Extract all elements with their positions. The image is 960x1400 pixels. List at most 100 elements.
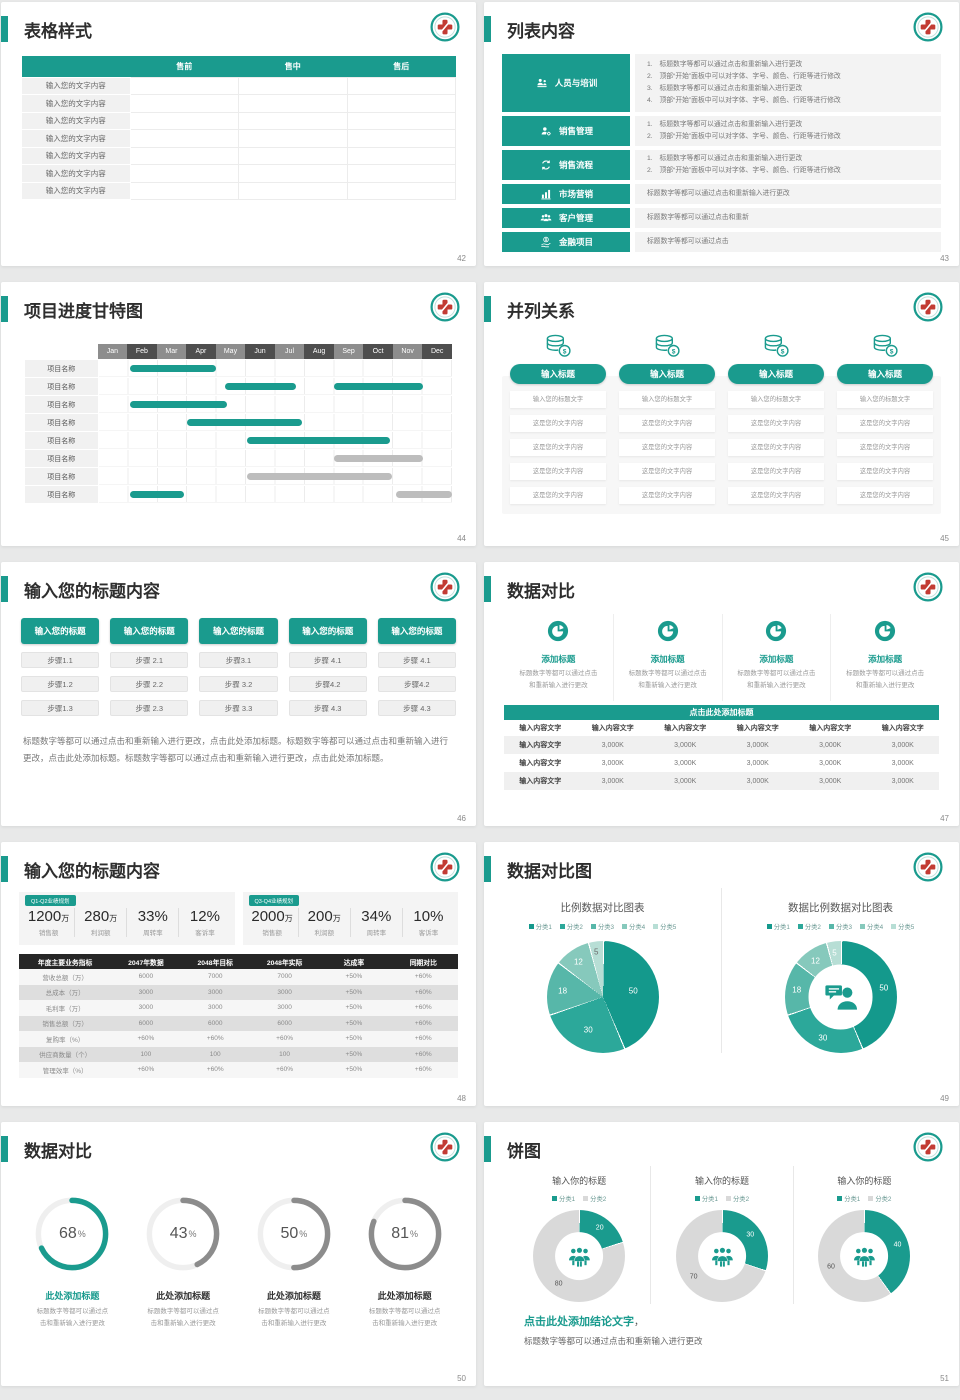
pie-chart-block: 比例数据对比图表 分类1 分类2 分类3 分类4 分类5 50 30 18 12 5 [484,888,721,1053]
gantt-row: 项目名称 [25,414,452,431]
legend-item: 分类1 [837,1194,860,1203]
table-cell: 总成本（万） [45,990,85,998]
gauge-description: 标题数字等都可以通过点击和重新输入进行更改 [368,1308,441,1328]
feature-description: 标题数字等都可以通过点击和重新输入进行更改 [846,670,925,689]
stat-panel: Q3-Q4业绩规划 2000万 销售额 200万 利润额 34% 周转率 10% 客诉率 [242,892,458,945]
legend-item: 分类2 [559,922,583,931]
gantt-bar [225,383,296,390]
empty-cell [129,111,239,130]
feature-block: 添加标题 标题数字等都可以通过点击和重新输入进行更改 [830,614,939,702]
list-item-text: 1. 标题数字等都可以通过点击和重新输入进行更改 2. 顶部“开始”面板中可以对字… [635,116,941,146]
slide-48-kpi-table[interactable]: 输入您的标题内容 Q1-Q2业绩规划 1200万 销售额 280万 利润额 33% 周转率 1… [1,842,476,1106]
table-cell: 3,000K [746,741,769,749]
chart-title: 输入你的标题 [552,1176,607,1186]
people-trio-icon [850,1242,879,1271]
gantt-month-cell: Mar [156,344,187,359]
column-header: 输入内容文字 [519,725,562,733]
table-row: 营收总额（万） 6000 7000 7000 +50% +60% [19,969,458,985]
chart-legend: 分类1 分类2 [651,1194,792,1203]
gantt-bar [334,383,423,390]
legend-label: 分类5 [660,924,677,931]
feature-description: 标题数字等都可以通过点击和重新输入进行更改 [628,670,707,689]
table-cell: +60% [414,1035,432,1043]
legend-label: 分类1 [773,924,790,931]
slide-51-pie[interactable]: 饼图 输入你的标题 分类1 分类2 20 80 输入你的标题 分类1 分类2 30 70 输入你的标… [484,1122,959,1386]
step-column: 输入您的标题 步骤 2.1 步骤 2.2 步骤 2.3 [110,618,189,716]
step-columns: 输入您的标题 步骤1.1 步骤1.2 步骤1.3 输入您的标题 步骤 2.1 步骤 2.2 步… [21,618,456,716]
legend-item: 分类5 [653,922,676,931]
panel-tag: Q1-Q2业绩规划 [25,895,76,906]
list-item-label: 客户管理 [558,213,593,223]
step-column-header: 输入您的标题 [110,618,189,644]
stat-value: 280万 [84,908,118,925]
people-training-icon [535,76,549,90]
stat-row: 2000万 销售额 200万 利润额 34% 周转率 10% 客诉率 [247,908,455,937]
step-column: 输入您的标题 步骤1.1 步骤1.2 步骤1.3 [21,618,100,716]
slide-header: 项目进度甘特图 [1,294,476,324]
gantt-bar [129,401,227,408]
stat-label: 周转率 [366,930,387,937]
table-cell: 3,000K [819,759,842,767]
table-cell: 销售总额（万） [42,1021,88,1029]
slide-49-pie-compare[interactable]: 数据对比图 比例数据对比图表 分类1 分类2 分类3 分类4 分类5 50 30 18 12 5… [484,842,959,1106]
slide-46-steps[interactable]: 输入您的标题内容 输入您的标题 步骤1.1 步骤1.2 步骤1.3 输入您的标题 步骤 2… [1,562,476,826]
chart-title: 数据比例数据对比图表 [788,902,893,914]
gauge-block: 81% 此处添加标题 标题数字等都可以通过点击和重新输入进行更改 [357,1192,452,1330]
gantt-month-cell: Jul [274,344,305,359]
slide-50-gauges[interactable]: 数据对比 68% 此处添加标题 标题数字等都可以通过点击和重新输入进行更改 43% 此处… [1,1122,476,1386]
list-item-label: 销售管理 [558,126,593,136]
column-item: 这是您的文字内容 [510,415,606,432]
column-header: 2048年目标 [180,954,250,969]
list-item-line: 1. 标题数字等都可以通过点击和重新输入进行更改 [647,61,803,69]
gantt-month-cell: Jun [245,344,275,359]
slice-value-label: 12 [811,956,820,965]
page-title: 项目进度甘特图 [24,301,143,321]
svg-text:$: $ [545,237,548,242]
list-item-key: 客户管理 [502,208,630,228]
parallel-column: $ 输入标题 输入您的标题文字 这是您的文字内容 这是您的文字内容 这是您的文字内容 这是您… [619,332,715,504]
empty-cell [238,111,348,130]
slice-value-label: 5 [832,948,837,958]
table-cell: 100 [209,1050,221,1058]
page-number: 47 [940,814,949,823]
gantt-row: 项目名称 [25,396,452,413]
people-trio-icon [708,1242,737,1271]
gauge-value: 81% [391,1225,419,1242]
table-header-row: 年度主要业务指标 2047年数据 2048年目标 2048年实际 达成率 同期对比 [19,954,458,969]
legend-swatch [528,924,534,929]
table-cell: 3,000K [891,777,914,785]
column-item: 这是您的文字内容 [837,487,933,504]
slice-value-label: 50 [879,983,889,993]
column-item: 这是您的文字内容 [837,439,933,456]
gantt-track [98,360,452,377]
gantt-row: 项目名称 [25,360,452,377]
gantt-row-label: 项目名称 [25,378,98,395]
gantt-month-cell: Nov [392,344,423,359]
title-accent-bar [484,16,491,42]
finance-hand-icon: $ [539,235,553,249]
table-cell: 3,000K [746,777,769,785]
legend-label: 分类4 [629,924,646,931]
slide-42-table-style[interactable]: 表格样式 售前 售中 售后 输入您的文字内容 输入您的文字内容 输入您的文字内容 输入您的… [1,2,476,266]
gauge-block: 50% 此处添加标题 标题数字等都可以通过点击和重新输入进行更改 [247,1192,342,1330]
slice-value-label: 18 [558,986,568,996]
list-item-key: 销售管理 [502,116,630,146]
page-title: 数据对比 [24,1141,92,1161]
slide-47-data-compare[interactable]: 数据对比 添加标题 标题数字等都可以通过点击和重新输入进行更改 添加标题 标题数字等都… [484,562,959,826]
donut-chart: 20 80 [533,1210,626,1302]
slide-44-gantt[interactable]: 项目进度甘特图 Jan Feb Mar Apr May Jun Jul Aug Sep Oct No… [1,282,476,546]
legend-label: 分类2 [875,1196,892,1203]
column-header: 年度主要业务指标 [19,954,112,969]
slide-header: 数据对比 [484,574,959,604]
slice-value-label: 70 [689,1273,698,1281]
list-item-line: 标题数字等都可以通过点击 [647,238,729,246]
column-item: 这是您的文字内容 [510,439,606,456]
column-item: 这是您的文字内容 [728,487,824,504]
hospital-logo [430,572,460,602]
empty-cell [238,76,348,95]
table-cell: +60% [206,1035,224,1043]
svg-text:$: $ [563,348,567,355]
slide-43-list-content[interactable]: 列表内容 人员与培训 1. 标题数字等都可以通过点击和重新输入进行更改 2. 顶部“… [484,2,959,266]
slide-45-parallel-relation[interactable]: 并列关系 $ 输入标题 输入您的标题文字 这是您的文字内容 这是您的文字内容 这是您的文字… [484,282,959,546]
chart-legend: 分类1 分类2 分类3 分类4 分类5 [722,922,959,931]
